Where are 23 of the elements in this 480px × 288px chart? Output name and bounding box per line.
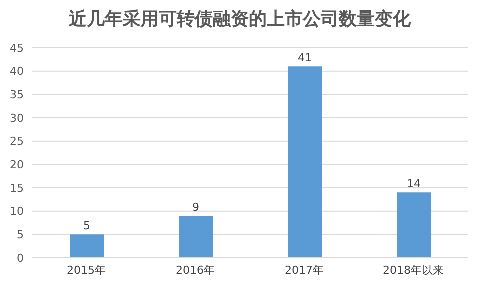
x-tick-label: 2017年	[285, 264, 324, 277]
chart-title: 近几年采用可转债融资的上市公司数量变化	[68, 8, 412, 32]
bar	[397, 192, 431, 258]
y-tick-label: 35	[10, 88, 24, 102]
bar	[179, 216, 213, 258]
y-tick-label: 15	[10, 182, 24, 195]
bar	[288, 66, 322, 258]
y-tick-label: 5	[17, 228, 24, 242]
x-tick-label: 2015年	[67, 264, 106, 277]
data-label: 41	[298, 52, 312, 65]
y-tick-label: 10	[10, 205, 24, 218]
y-tick-label: 25	[10, 135, 24, 148]
x-tick-label: 2016年	[176, 264, 215, 277]
y-tick-label: 20	[10, 158, 24, 172]
bar	[70, 234, 104, 258]
x-tick-label: 2018年以来	[383, 264, 444, 277]
y-tick-label: 40	[10, 65, 24, 78]
data-label: 9	[192, 201, 200, 214]
y-tick-label: 30	[10, 112, 24, 125]
data-label: 5	[84, 220, 90, 233]
y-tick-label: 45	[10, 42, 24, 55]
data-label: 14	[407, 178, 421, 191]
y-tick-label: 0	[17, 252, 24, 265]
